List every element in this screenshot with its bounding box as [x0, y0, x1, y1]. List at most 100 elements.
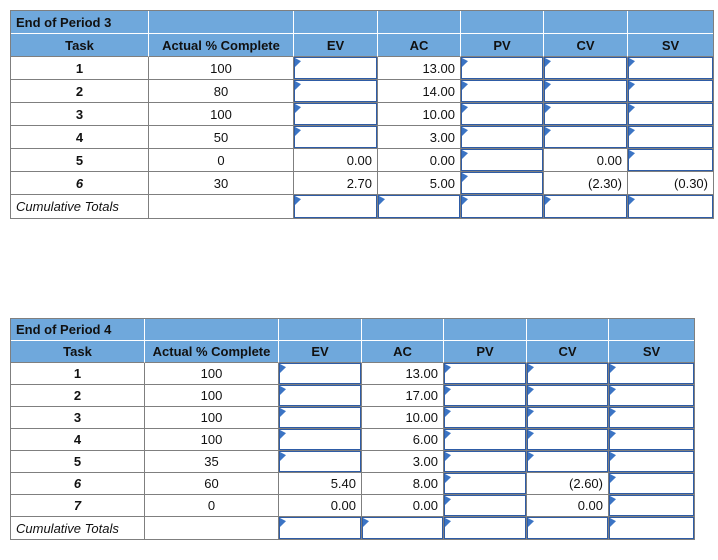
cell-flag-icon: [629, 104, 635, 113]
cell-task: 5: [11, 451, 145, 473]
cell-flag-icon: [445, 474, 451, 483]
cell-flag-icon: [610, 430, 616, 439]
input-cell-cv[interactable]: [527, 385, 609, 407]
input-cell-cumulative-pv[interactable]: [461, 195, 544, 218]
input-cell-cumulative-pv[interactable]: [444, 517, 527, 539]
input-cell-pv[interactable]: [444, 363, 527, 385]
input-cell-cv[interactable]: [544, 80, 628, 103]
cell-ac: 14.00: [378, 80, 461, 103]
input-cell-ev[interactable]: [294, 57, 378, 80]
input-cell-sv[interactable]: [609, 429, 694, 451]
input-cell-pv[interactable]: [444, 451, 527, 473]
input-cell-sv[interactable]: [609, 385, 694, 407]
cell-flag-icon: [280, 364, 286, 373]
column-header-task: Task: [11, 341, 145, 363]
cell-actual-percent-complete: 100: [145, 429, 279, 451]
cell-task: 6: [11, 172, 149, 195]
title-row-spacer: [527, 319, 609, 341]
cell-flag-icon: [462, 58, 468, 67]
input-cell-pv[interactable]: [461, 57, 544, 80]
input-cell-cv[interactable]: [527, 363, 609, 385]
input-cell-cumulative-sv[interactable]: [609, 517, 694, 539]
cell-ac: 10.00: [378, 103, 461, 126]
input-cell-sv[interactable]: [628, 126, 713, 149]
input-cell-ev[interactable]: [294, 80, 378, 103]
cell-flag-icon: [629, 81, 635, 90]
cell-actual-percent-complete: 50: [149, 126, 294, 149]
input-cell-ev[interactable]: [279, 363, 362, 385]
input-cell-pv[interactable]: [461, 103, 544, 126]
cell-actual-percent-complete: 100: [149, 57, 294, 80]
cell-ac: 3.00: [378, 126, 461, 149]
input-cell-pv[interactable]: [461, 172, 544, 195]
input-cell-sv[interactable]: [609, 451, 694, 473]
cell-task: 1: [11, 363, 145, 385]
cell-flag-icon: [295, 196, 301, 205]
input-cell-sv[interactable]: [609, 473, 694, 495]
cumulative-totals-label: Cumulative Totals: [11, 195, 149, 218]
title-row-spacer: [145, 319, 279, 341]
input-cell-sv[interactable]: [628, 103, 713, 126]
input-cell-cv[interactable]: [527, 407, 609, 429]
input-cell-pv[interactable]: [461, 126, 544, 149]
cell-ac: 8.00: [362, 473, 444, 495]
input-cell-ev[interactable]: [294, 126, 378, 149]
cell-flag-icon: [462, 196, 468, 205]
input-cell-cv[interactable]: [544, 57, 628, 80]
cell-flag-icon: [379, 196, 385, 205]
input-cell-sv[interactable]: [628, 149, 713, 172]
column-header-ac: AC: [362, 341, 444, 363]
input-cell-pv[interactable]: [461, 149, 544, 172]
input-cell-ev[interactable]: [279, 407, 362, 429]
column-header-actual-complete: Actual % Complete: [149, 34, 294, 57]
input-cell-pv[interactable]: [444, 407, 527, 429]
input-cell-cumulative-ev[interactable]: [279, 517, 362, 539]
cell-cv: 0.00: [544, 149, 628, 172]
input-cell-ev[interactable]: [279, 429, 362, 451]
cell-task: 6: [11, 473, 145, 495]
cell-flag-icon: [462, 173, 468, 182]
input-cell-cumulative-sv[interactable]: [628, 195, 713, 218]
input-cell-pv[interactable]: [444, 473, 527, 495]
input-cell-cv[interactable]: [544, 103, 628, 126]
cumulative-totals-label: Cumulative Totals: [11, 517, 145, 539]
cell-flag-icon: [528, 364, 534, 373]
input-cell-pv[interactable]: [444, 429, 527, 451]
input-cell-ev[interactable]: [294, 103, 378, 126]
input-cell-cumulative-ac[interactable]: [362, 517, 444, 539]
cell-flag-icon: [545, 127, 551, 136]
input-cell-cv[interactable]: [527, 429, 609, 451]
input-cell-cv[interactable]: [544, 126, 628, 149]
cell-flag-icon: [610, 474, 616, 483]
cell-ev: 0.00: [294, 149, 378, 172]
cell-flag-icon: [629, 196, 635, 205]
cell-flag-icon: [610, 386, 616, 395]
cell-flag-icon: [610, 408, 616, 417]
input-cell-cumulative-cv[interactable]: [544, 195, 628, 218]
cell-flag-icon: [445, 408, 451, 417]
title-row-spacer: [294, 11, 378, 34]
column-header-actual-complete: Actual % Complete: [145, 341, 279, 363]
cell-flag-icon: [610, 518, 616, 527]
input-cell-sv[interactable]: [628, 80, 713, 103]
input-cell-cv[interactable]: [527, 451, 609, 473]
input-cell-sv[interactable]: [609, 407, 694, 429]
cell-flag-icon: [445, 452, 451, 461]
input-cell-cumulative-ev[interactable]: [294, 195, 378, 218]
input-cell-pv[interactable]: [461, 80, 544, 103]
input-cell-ev[interactable]: [279, 451, 362, 473]
input-cell-pv[interactable]: [444, 495, 527, 517]
title-row-spacer: [444, 319, 527, 341]
cell-flag-icon: [610, 364, 616, 373]
input-cell-cumulative-cv[interactable]: [527, 517, 609, 539]
column-header-task: Task: [11, 34, 149, 57]
input-cell-cumulative-ac[interactable]: [378, 195, 461, 218]
cell-task: 1: [11, 57, 149, 80]
input-cell-sv[interactable]: [609, 495, 694, 517]
cell-actual-empty: [149, 195, 294, 218]
input-cell-ev[interactable]: [279, 385, 362, 407]
column-header-cv: CV: [544, 34, 628, 57]
input-cell-pv[interactable]: [444, 385, 527, 407]
input-cell-sv[interactable]: [609, 363, 694, 385]
input-cell-sv[interactable]: [628, 57, 713, 80]
